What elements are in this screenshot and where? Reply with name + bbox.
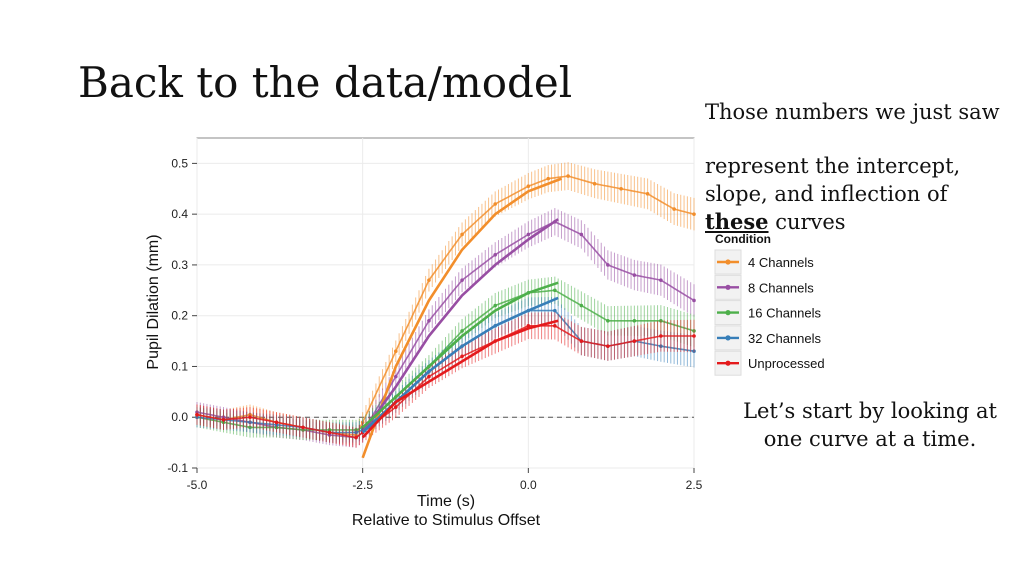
series-group xyxy=(195,162,696,459)
fit-line xyxy=(361,218,559,434)
x-tick-label: 2.5 xyxy=(686,478,703,492)
slide-title: Back to the data/model xyxy=(78,58,573,107)
y-axis-label: Pupil Dilation (mm) xyxy=(145,234,162,369)
series-unprocessed xyxy=(195,312,696,448)
axis-ticks: -0.1 0.0 0.1 0.2 0.3 0.4 0.5 -5.0 -2.5 0.0 2.5 xyxy=(167,156,702,492)
note-top: Those numbers we just saw represent the … xyxy=(705,98,1020,236)
note-bottom-line2: one curve at a time. xyxy=(763,427,977,451)
y-tick-label: 0.3 xyxy=(171,258,188,272)
legend: Condition 4 Channels 8 Channels 16 Channel… xyxy=(714,232,825,376)
legend-label: 8 Channels xyxy=(748,280,814,295)
legend-label: 4 Channels xyxy=(748,255,814,270)
legend-title: Condition xyxy=(715,232,771,246)
legend-dot xyxy=(725,284,731,290)
note-top-line2a: represent the intercept, xyxy=(705,154,961,178)
y-tick-label: 0.1 xyxy=(171,359,188,373)
x-axis-label: Time (s) xyxy=(417,493,475,510)
y-tick-label: 0.4 xyxy=(171,207,188,221)
legend-dot xyxy=(725,335,731,341)
fit-line xyxy=(361,319,559,439)
x-tick-label: 0.0 xyxy=(520,478,537,492)
note-emph: these xyxy=(705,209,769,234)
y-tick-label: 0.2 xyxy=(171,309,188,323)
x-tick-label: -5.0 xyxy=(187,478,208,492)
observed-line xyxy=(196,325,694,439)
note-top-line1: Those numbers we just saw xyxy=(705,100,1000,124)
y-tick-label: -0.1 xyxy=(167,461,188,475)
y-tick-label: 0.0 xyxy=(171,410,188,424)
y-tick-label: 0.5 xyxy=(171,156,188,170)
fit-line xyxy=(361,281,559,429)
note-bottom-line1: Let’s start by looking at xyxy=(743,399,997,423)
x-tick-label: -2.5 xyxy=(352,478,373,492)
legend-label: Unprocessed xyxy=(748,356,825,371)
note-top-line2b: slope, and inflection of xyxy=(705,182,948,206)
fit-line xyxy=(361,177,562,459)
legend-dot xyxy=(725,360,731,366)
x-axis-sublabel: Relative to Stimulus Offset xyxy=(352,512,541,529)
note-top-line3: these curves xyxy=(705,208,1020,236)
legend-label: 16 Channels xyxy=(748,306,821,321)
note-tail: curves xyxy=(768,210,846,234)
legend-dot xyxy=(725,310,731,316)
legend-label: 32 Channels xyxy=(748,331,821,346)
legend-dot xyxy=(725,259,731,265)
note-bottom: Let’s start by looking at one curve at a… xyxy=(715,397,1024,453)
